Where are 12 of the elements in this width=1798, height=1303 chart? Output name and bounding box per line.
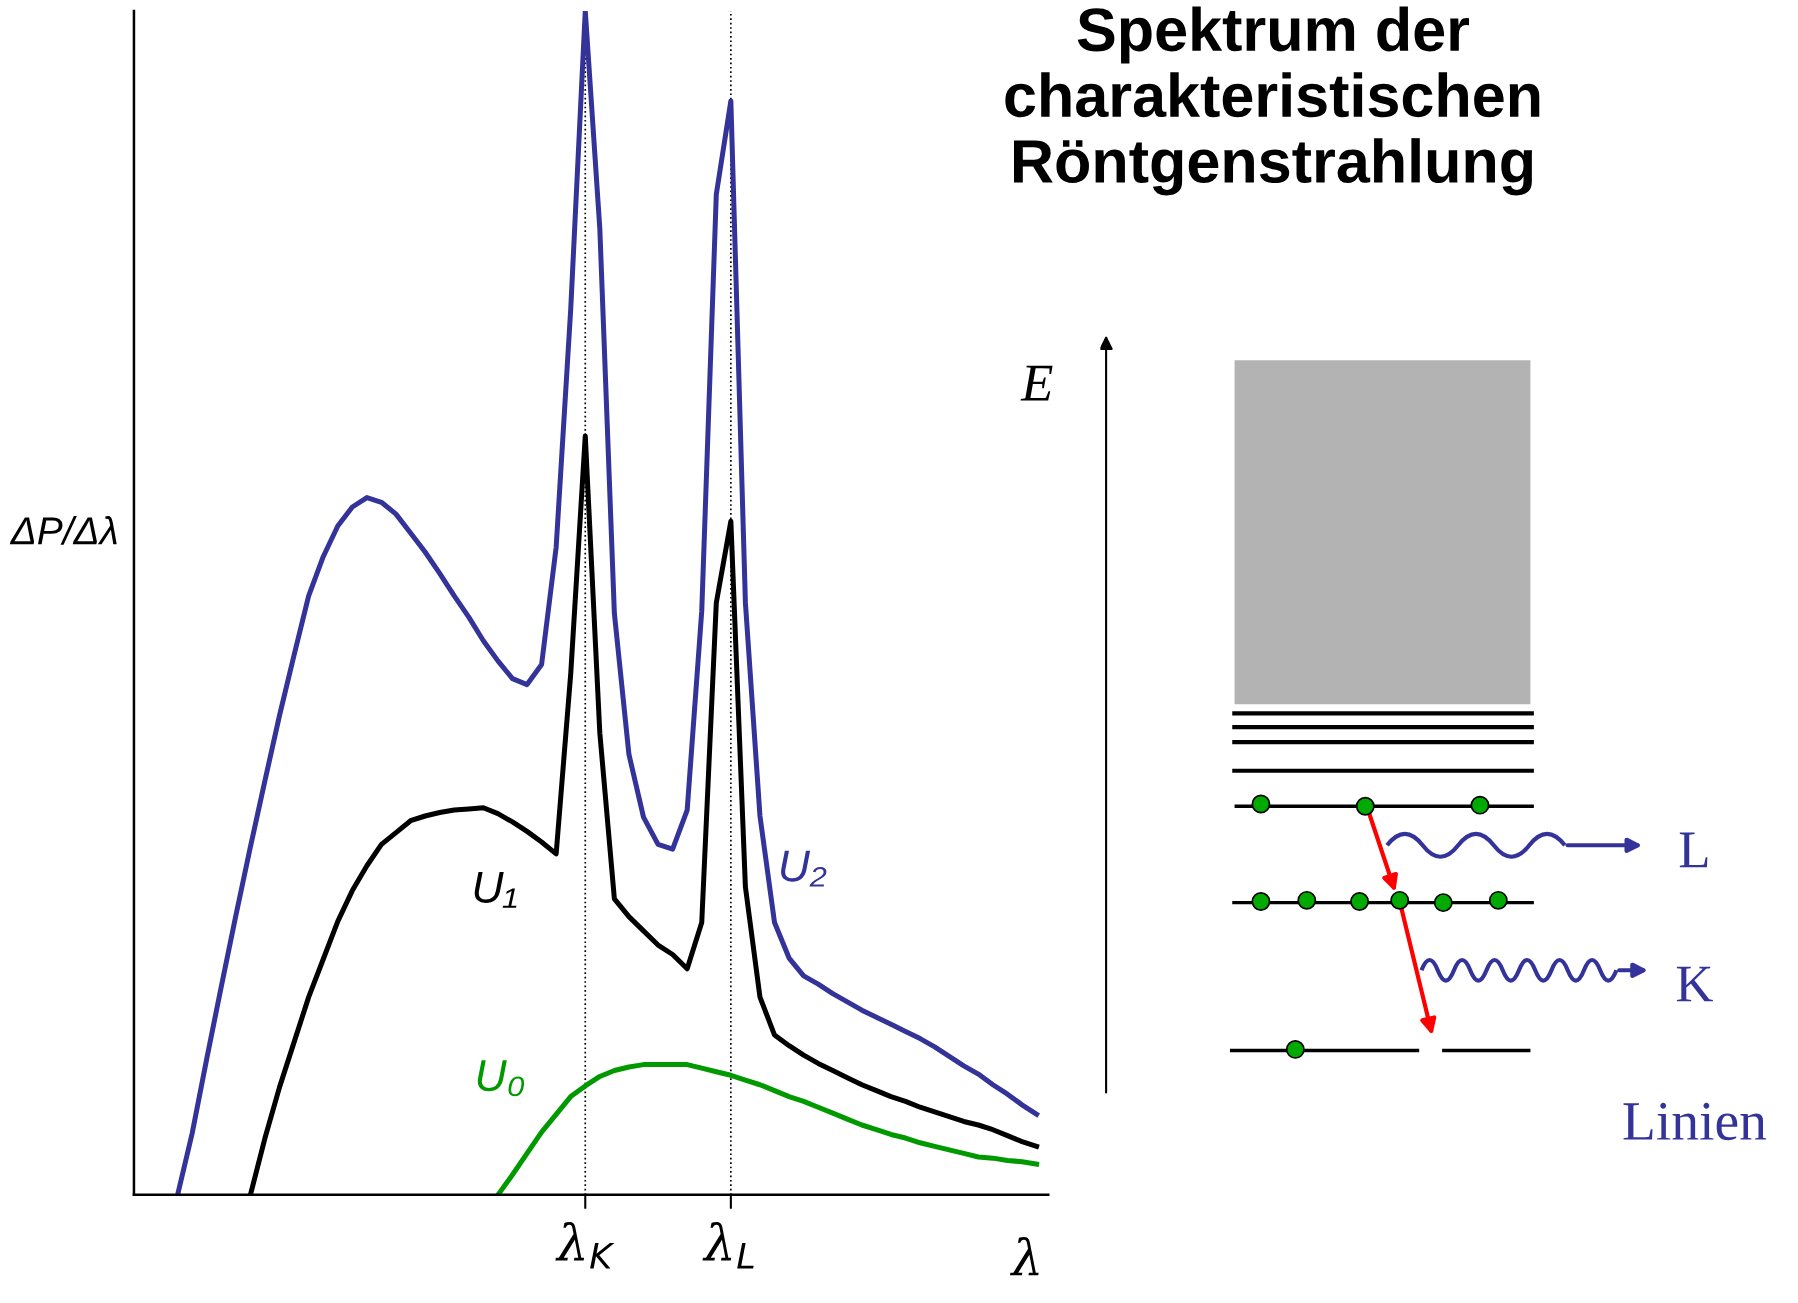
series-label: U₂ [781,850,827,887]
x-tick-label: λ$_{L}$ [702,1222,754,1269]
text: Spektrum der charakteristischen Röntgenstrahlung [1005,6,1540,196]
annotation: E [1020,365,1053,401]
x-axis-title: λ [1009,1237,1039,1276]
y-axis-title: ΔP/Δλ [9,516,117,545]
text: K [1676,966,1713,1002]
series-label: U₁ [474,871,517,908]
text: Linien [1623,1102,1767,1141]
series-label: U₀ [477,1060,525,1097]
x-tick-label: λ$_{K}$ [555,1222,615,1269]
text: L [1679,832,1708,868]
